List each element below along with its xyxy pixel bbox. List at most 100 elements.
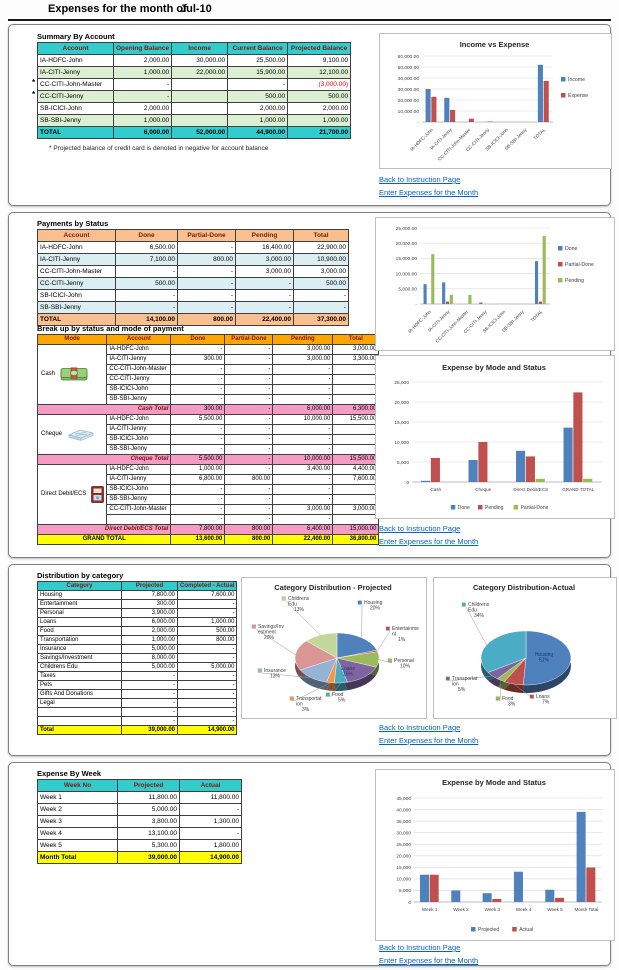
value-cell: -: [121, 698, 178, 708]
svg-text:20%: 20%: [264, 635, 275, 641]
column-header: Income: [171, 42, 229, 55]
value-cell: -: [224, 384, 274, 395]
column-header: Partial-Done: [224, 334, 274, 345]
account-cell: CC-CITI-John-Master: [37, 265, 116, 278]
label-cell: Week 1: [37, 791, 118, 804]
value-cell: 22,000.00: [171, 66, 229, 79]
total-value: 14,900.00: [176, 725, 238, 735]
svg-text:5,000: 5,000: [397, 460, 409, 466]
value-cell: 2,000.00: [287, 102, 352, 115]
value-cell: -: [332, 364, 380, 375]
page-title: Expenses for the month of: [48, 3, 187, 15]
svg-text:40,000.00: 40,000.00: [398, 76, 420, 82]
svg-text:20,000.00: 20,000.00: [398, 98, 420, 104]
enter-expenses-link-3[interactable]: Enter Expenses for the Month: [379, 736, 479, 745]
svg-text:20%: 20%: [370, 606, 381, 612]
subtotal-value: 15,000.00: [332, 524, 380, 535]
subtotal-value: 15,500.00: [332, 454, 380, 465]
pie_projected-chart: Category Distribution - Projected Housing…: [251, 583, 419, 713]
subtotal-row: Cash Total 300.00-6,000.00 6,300.00: [36, 404, 380, 415]
svg-text:30,000.00: 30,000.00: [398, 87, 420, 93]
svg-text:Actual: Actual: [519, 927, 533, 933]
value-cell: 13,100.00: [117, 827, 180, 840]
value-cell: -: [121, 680, 178, 690]
distribution-section: Distribution by category Category Project…: [8, 564, 617, 756]
month-cell[interactable]: Jul-10: [180, 3, 212, 15]
value-cell: -: [332, 384, 380, 395]
enter-expenses-link-4[interactable]: Enter Expenses for the Month: [379, 956, 479, 965]
subtotal-value: 7,800.00: [170, 524, 226, 535]
account-cell: SB-ICICI-John: [37, 102, 114, 115]
table-row: CC-CITI-Jenny - 500.00 500.00: [37, 90, 352, 103]
total-row: Total 39,000.00 14,900.00: [37, 725, 238, 735]
total-value: 6,000.00: [112, 126, 173, 139]
svg-text:Savings/Inv: Savings/Inv: [258, 624, 284, 630]
value-cell: -: [176, 653, 238, 663]
grand-total-value: 800.00: [224, 534, 274, 545]
value-cell: -: [224, 424, 274, 435]
value-cell: 3,000.00: [332, 344, 380, 355]
value-cell: 10,900.00: [293, 253, 349, 266]
value-cell: -: [177, 265, 236, 278]
summary-section: Summary By Account Account Opening Balanc…: [8, 24, 612, 206]
back-to-instruction-link-3[interactable]: Back to Instruction Page: [379, 723, 461, 732]
enter-expenses-link-2[interactable]: Enter Expenses for the Month: [379, 537, 479, 546]
value-cell: 1,000.00: [170, 464, 226, 475]
table-row: Gifts And Donations - -: [37, 689, 238, 699]
value-cell: -: [272, 424, 334, 435]
value-cell: 16,400.00: [235, 241, 294, 254]
table-row: Personal 3,900.00-: [37, 608, 238, 618]
grand-total-value: 36,800.00: [332, 534, 380, 545]
label-cell: [37, 716, 122, 726]
table-row: Housing 7,800.00 7,600.00: [37, 590, 238, 600]
subtotal-label: Direct Debit/ECS Total: [36, 524, 172, 535]
subtotal-value: 800.00: [224, 524, 274, 535]
account-cell: SB-SBI-Jenny: [37, 114, 114, 127]
value-cell: -: [224, 484, 274, 495]
header-row: Category Projected Completed - Actual: [37, 581, 238, 591]
value-cell: 5,000.00: [176, 662, 238, 672]
value-cell: 15,500.00: [332, 414, 380, 425]
svg-text:10,000.00: 10,000.00: [398, 109, 420, 115]
label-cell: Food: [37, 626, 122, 636]
back-to-instruction-link-4[interactable]: Back to Instruction Page: [379, 943, 461, 952]
value-cell: 1,000.00: [227, 114, 289, 127]
weekly-chart-frame: Expense by Mode and Status 0 5,000 10,000 15…: [375, 769, 615, 941]
svg-text:GRAND TOTAL: GRAND TOTAL: [562, 487, 595, 492]
svg-text:15,000: 15,000: [394, 420, 409, 426]
expense-by-mode-chart-frame: Expense by Mode and Status 0 5,000 10,000 15…: [375, 355, 615, 519]
account-cell: IA-HDFC-John: [37, 54, 114, 67]
value-cell: -: [170, 344, 226, 355]
value-cell: -: [170, 514, 226, 525]
value-cell: 3,000.00: [272, 504, 334, 515]
value-cell: -: [272, 394, 334, 405]
svg-text:Housing: Housing: [535, 652, 554, 658]
svg-text:Transportat: Transportat: [452, 676, 478, 682]
svg-text:Housing: Housing: [364, 600, 383, 606]
value-cell: 1,000.00: [121, 635, 178, 645]
value-cell: -: [332, 494, 380, 505]
svg-text:Personal: Personal: [394, 658, 414, 664]
back-to-instruction-link-2[interactable]: Back to Instruction Page: [379, 524, 461, 533]
column-header: Completed - Actual: [176, 581, 238, 591]
value-cell: 500.00: [293, 277, 349, 290]
value-cell: 3,000.00: [272, 344, 334, 355]
value-cell: -: [176, 698, 238, 708]
enter-expenses-link-1[interactable]: Enter Expenses for the Month: [379, 188, 479, 197]
table-row: Week 1 11,800.00 11,800.00: [37, 791, 242, 804]
mode-label: Cheque: [41, 431, 63, 437]
back-to-instruction-link-1[interactable]: Back to Instruction Page: [379, 175, 461, 184]
value-cell: 800.00: [176, 635, 238, 645]
total-value: 39,000.00: [117, 851, 180, 864]
svg-text:25,000: 25,000: [394, 380, 409, 386]
value-cell: [171, 90, 229, 103]
value-cell: -: [177, 277, 236, 290]
payments-section: Payments by Status Account Done Partial-Do…: [8, 212, 615, 558]
table-row: SB-ICICI-John----: [37, 289, 349, 302]
payments-table-title: Payments by Status: [37, 219, 109, 228]
value-cell: [171, 102, 229, 115]
svg-text:Month Total: Month Total: [574, 907, 598, 912]
svg-text:20,000.00: 20,000.00: [396, 241, 418, 247]
account-cell: IA-CITI-Jenny: [37, 66, 114, 79]
value-cell: -: [332, 434, 380, 445]
